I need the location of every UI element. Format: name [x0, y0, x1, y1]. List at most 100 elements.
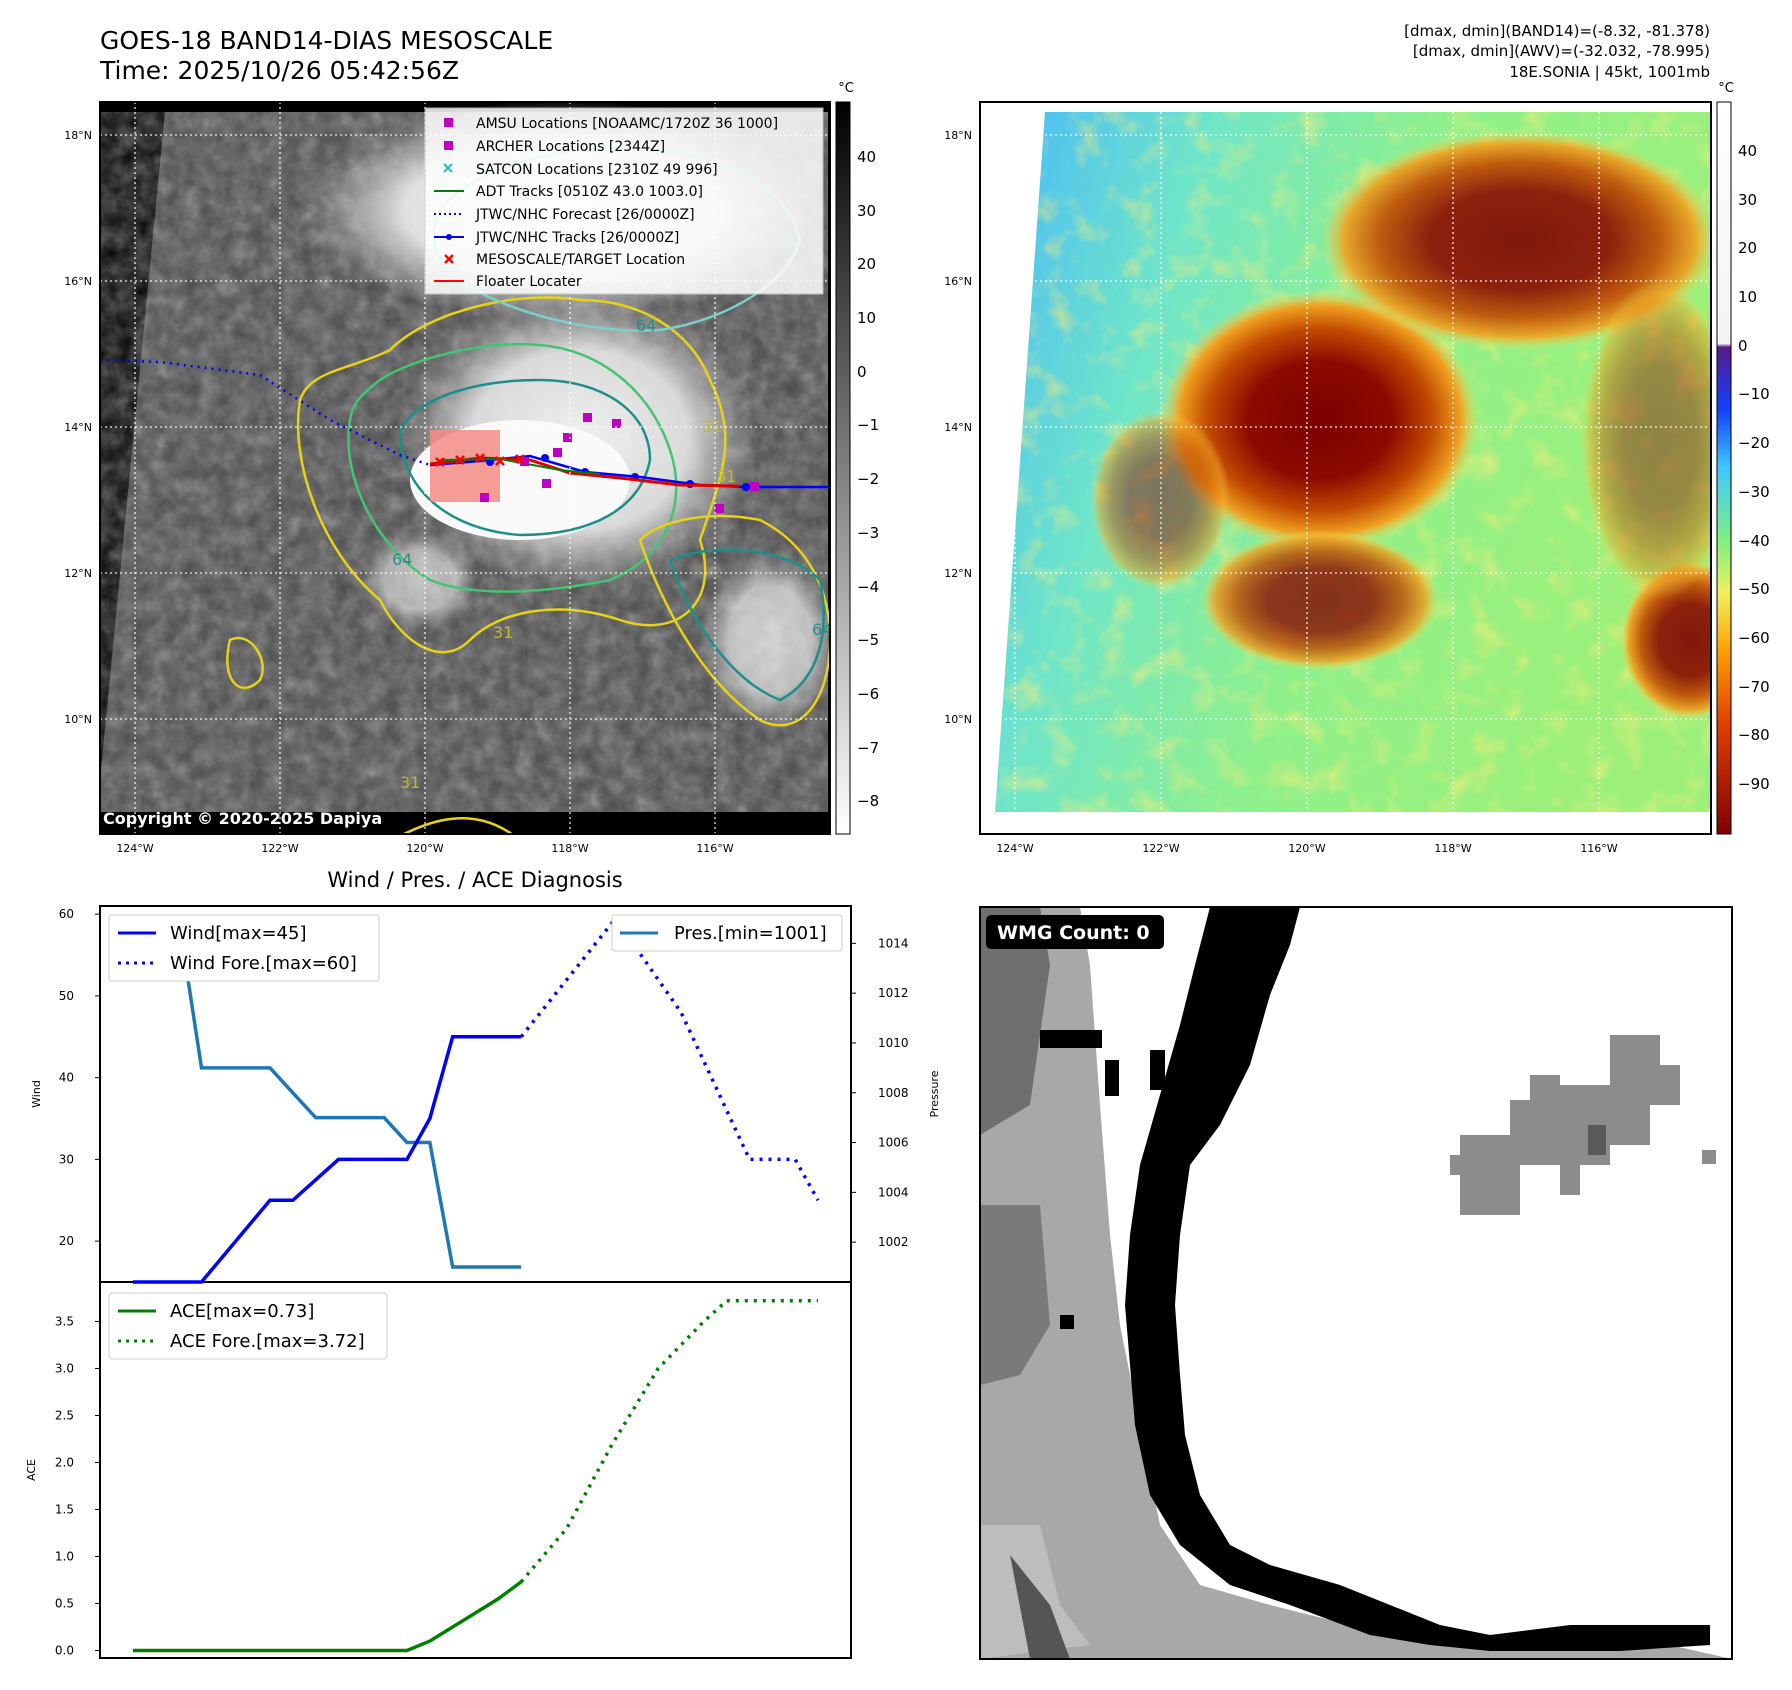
floater-box	[430, 430, 500, 502]
svg-text:0: 0	[857, 363, 867, 381]
figure-time: Time: 2025/10/26 05:42:56Z	[100, 56, 459, 85]
wind-tick-label: 30	[59, 1152, 74, 1166]
svg-text:−20: −20	[1738, 434, 1770, 452]
pressure-tick-label: 1008	[878, 1086, 909, 1100]
svg-text:−40: −40	[857, 578, 880, 596]
contour-label: 64	[812, 620, 832, 639]
svg-text:−70: −70	[857, 739, 880, 757]
svg-text:−20: −20	[857, 470, 880, 488]
wind-legend-label: Wind[max=45]	[170, 923, 307, 944]
ace-axis-label: ACE	[25, 1459, 38, 1481]
ace-legend-label: ACE[max=0.73]	[170, 1301, 314, 1322]
archer-points	[480, 413, 759, 513]
wv-lat-labels: 18°N 16°N 14°N 12°N 10°N	[944, 129, 972, 726]
wv-colorbar-ticks: 40 30 20 10 0 −10 −20 −30 −40 −50 −60 −7…	[1738, 142, 1770, 793]
wmg-grey-island	[1450, 1035, 1680, 1215]
svg-text:16°N: 16°N	[944, 275, 972, 288]
ace-tick-label: 0.5	[55, 1596, 74, 1610]
wind-tick-label: 60	[59, 907, 74, 921]
svg-text:10: 10	[857, 309, 876, 327]
svg-text:120°W: 120°W	[1288, 842, 1325, 855]
info-line-3: 18E.SONIA | 45kt, 1001mb	[1509, 63, 1710, 81]
legend-label: JTWC/NHC Tracks [26/0000Z]	[475, 230, 679, 246]
svg-text:122°W: 122°W	[1142, 842, 1179, 855]
svg-text:124°W: 124°W	[996, 842, 1033, 855]
wind-ticks: 20 30 40 50 60	[59, 907, 100, 1248]
ir-colorbar-unit: °C	[838, 81, 854, 96]
wind-forecast-line	[519, 919, 820, 1202]
pressure-line	[133, 916, 522, 1269]
svg-text:0: 0	[1738, 337, 1748, 355]
svg-text:10: 10	[1738, 288, 1757, 306]
wv-lon-labels: 124°W 122°W 120°W 118°W 116°W	[996, 842, 1617, 855]
info-line-1: [dmax, dmin](BAND14)=(-8.32, -81.378)	[1404, 22, 1710, 40]
svg-text:20: 20	[1738, 239, 1757, 257]
svg-text:−60: −60	[857, 685, 880, 703]
ace-tick-label: 2.5	[55, 1408, 74, 1422]
ir-colorbar	[835, 101, 851, 835]
wmg-label-bg	[986, 915, 1164, 949]
pressure-tick-label: 1010	[878, 1036, 909, 1050]
pressure-tick-label: 1006	[878, 1136, 909, 1150]
ace-tick-label: 1.5	[55, 1502, 74, 1516]
legend-label: MESOSCALE/TARGET Location	[476, 252, 685, 268]
svg-text:10°N: 10°N	[944, 713, 972, 726]
svg-text:116°W: 116°W	[696, 842, 733, 855]
ir-legend: AMSU Locations [NOAAMC/1720Z 36 1000] AR…	[424, 107, 824, 295]
svg-text:−80: −80	[857, 792, 880, 810]
svg-text:−80: −80	[1738, 726, 1770, 744]
contour-label: 64	[392, 550, 412, 569]
diagnosis-chart: Wind / Pres. / ACE Diagnosis Wind Pressu…	[25, 868, 941, 1659]
legend-label: AMSU Locations [NOAAMC/1720Z 36 1000]	[476, 116, 778, 132]
svg-text:18°N: 18°N	[64, 129, 92, 142]
ace-tick-label: 1.0	[55, 1549, 74, 1563]
ace-legend: ACE[max=0.73] ACE Fore.[max=3.72]	[108, 1292, 388, 1360]
contour-label: 31	[400, 773, 420, 792]
svg-text:18°N: 18°N	[944, 129, 972, 142]
svg-text:14°N: 14°N	[64, 421, 92, 434]
wmg-count-label: WMG Count: 0	[997, 922, 1150, 944]
legend-label: ARCHER Locations [2344Z]	[476, 139, 665, 155]
ace-forecast-line	[519, 1299, 818, 1583]
ace-tick-label: 0.0	[55, 1643, 74, 1657]
ace-ticks: 0.0 0.5 1.0 1.5 2.0 2.5 3.0 3.5	[55, 1314, 100, 1657]
wind-axis-label: Wind	[30, 1080, 43, 1108]
svg-text:30: 30	[1738, 191, 1757, 209]
wv-colorbar	[1716, 101, 1732, 835]
svg-text:−50: −50	[1738, 580, 1770, 598]
svg-text:120°W: 120°W	[406, 842, 443, 855]
svg-text:−90: −90	[1738, 775, 1770, 793]
svg-text:122°W: 122°W	[261, 842, 298, 855]
legend-label: JTWC/NHC Forecast [26/0000Z]	[475, 207, 695, 223]
adt-track	[439, 457, 601, 475]
wind-legend: Wind[max=45] Wind Fore.[max=60]	[108, 914, 380, 982]
svg-text:40: 40	[1738, 142, 1757, 160]
wmg-grey-region	[980, 907, 1732, 1659]
target-markers	[435, 453, 525, 467]
contour-label: 31	[702, 417, 722, 436]
ir-colorbar-ticks: 40 30 20 10 0 −10 −20 −30 −40 −50 −60 −7…	[857, 148, 880, 810]
svg-text:−60: −60	[1738, 629, 1770, 647]
svg-text:14°N: 14°N	[944, 421, 972, 434]
svg-text:40: 40	[857, 148, 876, 166]
wv-colorbar-unit: °C	[1718, 81, 1734, 96]
pressure-tick-label: 1004	[878, 1185, 909, 1199]
wmg-panel: WMG Count: 0	[979, 906, 1733, 1660]
ace-tick-label: 2.0	[55, 1455, 74, 1469]
svg-text:124°W: 124°W	[116, 842, 153, 855]
svg-text:−50: −50	[857, 631, 880, 649]
svg-text:10°N: 10°N	[64, 713, 92, 726]
svg-text:30: 30	[857, 202, 876, 220]
ace-fore-legend-label: ACE Fore.[max=3.72]	[170, 1331, 365, 1352]
svg-text:20: 20	[857, 255, 876, 273]
svg-text:12°N: 12°N	[64, 567, 92, 580]
legend-label: Floater Locater	[476, 274, 582, 290]
pressure-tick-label: 1012	[878, 986, 909, 1000]
svg-text:118°W: 118°W	[1434, 842, 1471, 855]
svg-text:116°W: 116°W	[1580, 842, 1617, 855]
ir-lon-labels: 124°W 122°W 120°W 118°W 116°W	[116, 842, 733, 855]
forecast-track	[100, 358, 431, 467]
wind-tick-label: 40	[59, 1071, 74, 1085]
svg-text:−10: −10	[857, 416, 880, 434]
